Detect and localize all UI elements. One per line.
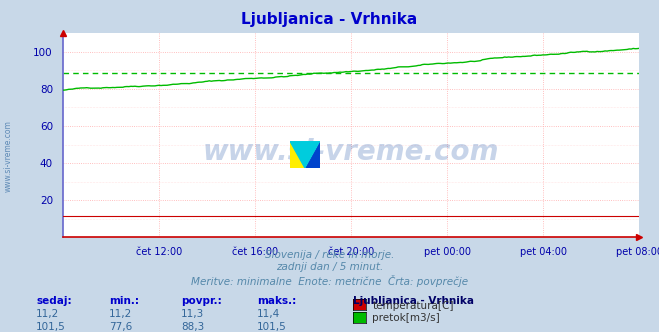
Text: 101,5: 101,5 bbox=[36, 322, 66, 332]
Text: 88,3: 88,3 bbox=[181, 322, 204, 332]
Polygon shape bbox=[290, 141, 304, 168]
Text: Ljubljanica - Vrhnika: Ljubljanica - Vrhnika bbox=[241, 12, 418, 27]
Text: sedaj:: sedaj: bbox=[36, 296, 72, 306]
Text: pretok[m3/s]: pretok[m3/s] bbox=[372, 313, 440, 323]
Text: 77,6: 77,6 bbox=[109, 322, 132, 332]
Text: 11,2: 11,2 bbox=[36, 309, 59, 319]
Text: temperatura[C]: temperatura[C] bbox=[372, 301, 454, 311]
Text: zadnji dan / 5 minut.: zadnji dan / 5 minut. bbox=[276, 262, 383, 272]
Text: 11,4: 11,4 bbox=[257, 309, 280, 319]
Text: Ljubljanica - Vrhnika: Ljubljanica - Vrhnika bbox=[353, 296, 474, 306]
Text: Slovenija / reke in morje.: Slovenija / reke in morje. bbox=[265, 250, 394, 260]
Text: 101,5: 101,5 bbox=[257, 322, 287, 332]
Text: www.si-vreme.com: www.si-vreme.com bbox=[4, 120, 13, 192]
Text: povpr.:: povpr.: bbox=[181, 296, 222, 306]
Polygon shape bbox=[304, 141, 320, 168]
Text: maks.:: maks.: bbox=[257, 296, 297, 306]
Text: min.:: min.: bbox=[109, 296, 139, 306]
Polygon shape bbox=[290, 141, 320, 168]
Text: www.si-vreme.com: www.si-vreme.com bbox=[203, 138, 499, 166]
Text: 11,2: 11,2 bbox=[109, 309, 132, 319]
Text: Meritve: minimalne  Enote: metrične  Črta: povprečje: Meritve: minimalne Enote: metrične Črta:… bbox=[191, 275, 468, 287]
Text: 11,3: 11,3 bbox=[181, 309, 204, 319]
